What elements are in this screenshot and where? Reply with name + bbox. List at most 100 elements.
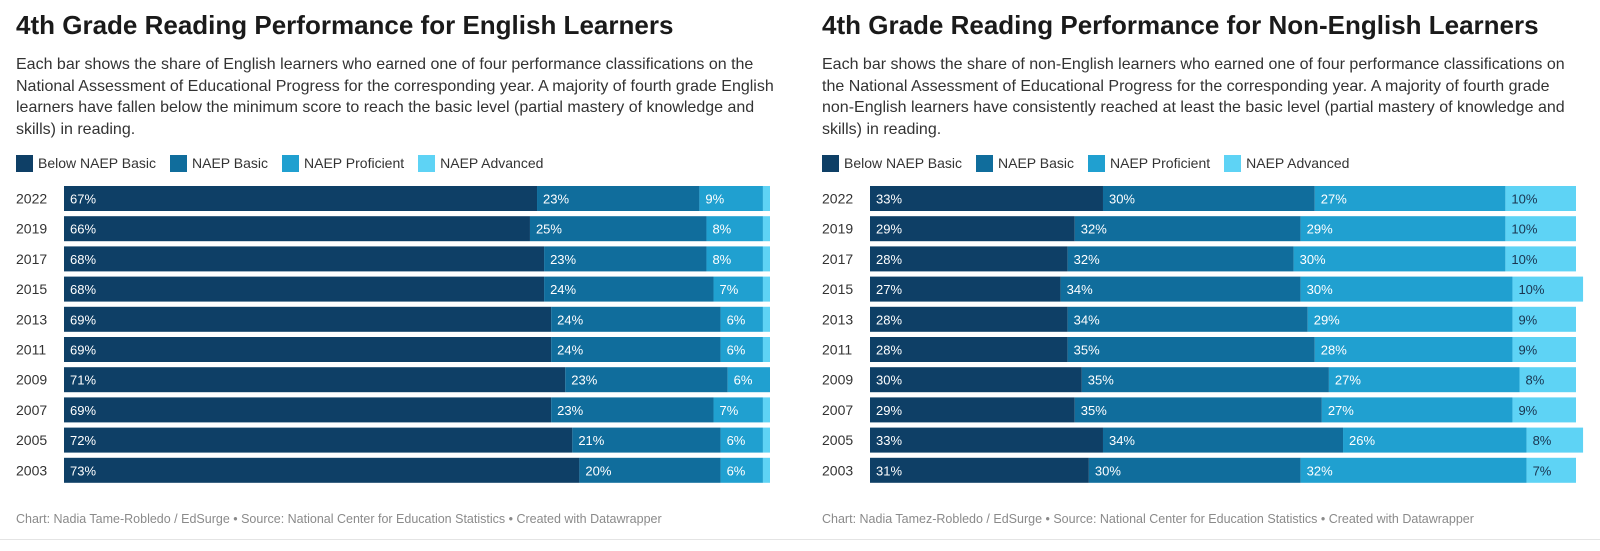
year-tick-label: 2011 bbox=[16, 342, 46, 358]
bar-row: 2007 69% 23% 7% bbox=[16, 397, 770, 423]
segment-proficient bbox=[727, 367, 770, 393]
year-tick-label: 2022 bbox=[16, 191, 47, 207]
segment-below-basic bbox=[870, 186, 1103, 211]
data-label: 35% bbox=[1074, 343, 1100, 358]
data-label: 35% bbox=[1081, 403, 1107, 418]
data-label: 28% bbox=[876, 343, 902, 358]
segment-basic bbox=[544, 276, 714, 302]
data-label: 10% bbox=[1511, 222, 1537, 237]
bar-row: 2015 68% 24% 7% bbox=[16, 276, 770, 302]
bar-row: 2013 28% 34% 29% 9% bbox=[822, 306, 1576, 332]
data-label: 7% bbox=[720, 403, 739, 418]
segment-below-basic bbox=[64, 186, 538, 211]
data-label: 25% bbox=[536, 222, 562, 237]
chart-title: 4th Grade Reading Performance for Non-En… bbox=[822, 10, 1539, 40]
segment-basic bbox=[551, 306, 721, 332]
data-label: 26% bbox=[1349, 433, 1375, 448]
segment-advanced bbox=[1512, 397, 1576, 423]
segment-advanced bbox=[1505, 246, 1576, 272]
data-label: 68% bbox=[70, 252, 96, 267]
segment-basic bbox=[1074, 397, 1322, 423]
chart-legend: Below NAEP Basic NAEP Basic NAEP Profici… bbox=[16, 153, 557, 173]
year-tick-label: 2019 bbox=[822, 221, 853, 237]
legend-item-basic: NAEP Basic bbox=[170, 154, 268, 172]
bar-row: 2015 27% 34% 30% 10% bbox=[822, 276, 1584, 302]
data-label: 8% bbox=[712, 222, 731, 237]
legend-label: NAEP Advanced bbox=[440, 155, 544, 171]
chart-description: Each bar shows the share of English lear… bbox=[16, 56, 774, 138]
legend-swatch bbox=[976, 154, 994, 172]
segment-below-basic bbox=[870, 306, 1068, 332]
chart-legend: Below NAEP Basic NAEP Basic NAEP Profici… bbox=[822, 153, 1363, 173]
data-label: 72% bbox=[70, 433, 96, 448]
legend-swatch bbox=[1224, 154, 1242, 172]
data-label: 30% bbox=[876, 373, 902, 388]
legend-label: Below NAEP Basic bbox=[844, 155, 963, 171]
bar-row: 2022 67% 23% 9% bbox=[16, 186, 770, 211]
data-label: 31% bbox=[876, 463, 902, 478]
data-label: 68% bbox=[70, 282, 96, 297]
data-label: 32% bbox=[1074, 252, 1100, 267]
legend-item-below-basic: Below NAEP Basic bbox=[16, 154, 156, 172]
bar-row: 2019 29% 32% 29% 10% bbox=[822, 216, 1576, 242]
legend-swatch bbox=[282, 154, 300, 172]
data-label: 23% bbox=[557, 403, 583, 418]
bar-row: 2009 30% 35% 27% 8% bbox=[822, 367, 1576, 393]
data-label: 28% bbox=[1321, 343, 1347, 358]
year-tick-label: 2005 bbox=[16, 432, 47, 448]
segment-proficient bbox=[1300, 216, 1506, 242]
bar-row: 2005 33% 34% 26% 8% bbox=[822, 427, 1584, 453]
segment-proficient bbox=[1343, 427, 1527, 453]
segment-basic bbox=[1060, 276, 1301, 302]
data-label: 28% bbox=[876, 252, 902, 267]
year-tick-label: 2009 bbox=[822, 372, 853, 388]
chart-svg: 2022 67% 23% 9% 2019 66% 25% 8% 2017 68% 23% 8% 2015… bbox=[16, 186, 770, 483]
data-label: 24% bbox=[557, 343, 583, 358]
segment-advanced bbox=[1505, 216, 1576, 242]
bar-row: 2017 68% 23% 8% bbox=[16, 246, 770, 272]
data-label: 21% bbox=[578, 433, 604, 448]
legend-item-advanced: NAEP Advanced bbox=[1224, 154, 1349, 172]
legend-swatch bbox=[1088, 154, 1106, 172]
segment-proficient bbox=[720, 337, 763, 362]
data-label: 71% bbox=[70, 373, 96, 388]
chart-footer-credit: Chart: Nadia Tame-Robledo / EdSurge • So… bbox=[16, 512, 662, 526]
segment-proficient bbox=[1300, 457, 1527, 483]
data-label: 10% bbox=[1511, 192, 1537, 207]
data-label: 69% bbox=[70, 403, 96, 418]
chart-footer-credit: Chart: Nadia Tamez-Robledo / EdSurge • S… bbox=[822, 512, 1474, 526]
data-label: 27% bbox=[1328, 403, 1354, 418]
segment-proficient bbox=[699, 186, 763, 211]
segment-below-basic bbox=[64, 246, 545, 272]
data-label: 8% bbox=[712, 252, 731, 267]
data-label: 35% bbox=[1088, 373, 1114, 388]
segment-proficient bbox=[1321, 397, 1513, 423]
year-tick-label: 2015 bbox=[16, 281, 47, 297]
year-tick-label: 2022 bbox=[822, 191, 853, 207]
segment-proficient bbox=[713, 397, 763, 423]
segment-proficient bbox=[706, 216, 763, 242]
segment-below-basic bbox=[870, 457, 1089, 483]
data-label: 34% bbox=[1074, 312, 1100, 327]
segment-advanced bbox=[762, 337, 770, 362]
segment-advanced bbox=[1505, 186, 1576, 211]
segment-proficient bbox=[713, 276, 763, 302]
segment-advanced bbox=[762, 306, 770, 332]
data-label: 7% bbox=[1533, 463, 1552, 478]
year-tick-label: 2009 bbox=[16, 372, 47, 388]
year-tick-label: 2017 bbox=[16, 251, 47, 267]
data-label: 27% bbox=[1335, 373, 1361, 388]
data-label: 73% bbox=[70, 463, 96, 478]
segment-proficient bbox=[1293, 246, 1506, 272]
data-label: 9% bbox=[1518, 343, 1537, 358]
data-label: 33% bbox=[876, 192, 902, 207]
year-tick-label: 2013 bbox=[16, 311, 47, 327]
legend-item-proficient: NAEP Proficient bbox=[282, 154, 404, 172]
segment-advanced bbox=[1526, 457, 1576, 483]
data-label: 9% bbox=[705, 192, 724, 207]
segment-below-basic bbox=[870, 276, 1061, 302]
data-label: 30% bbox=[1307, 282, 1333, 297]
bottom-divider bbox=[0, 539, 1600, 540]
segment-basic bbox=[1081, 367, 1329, 393]
segment-basic bbox=[1067, 246, 1294, 272]
